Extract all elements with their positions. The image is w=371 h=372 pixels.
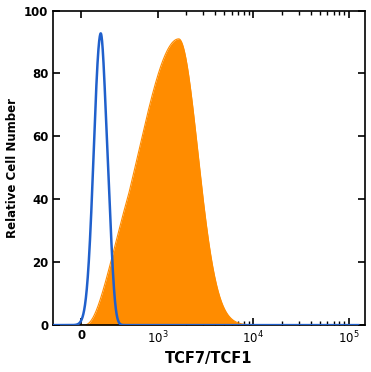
Y-axis label: Relative Cell Number: Relative Cell Number bbox=[6, 98, 19, 238]
X-axis label: TCF7/TCF1: TCF7/TCF1 bbox=[165, 352, 253, 366]
